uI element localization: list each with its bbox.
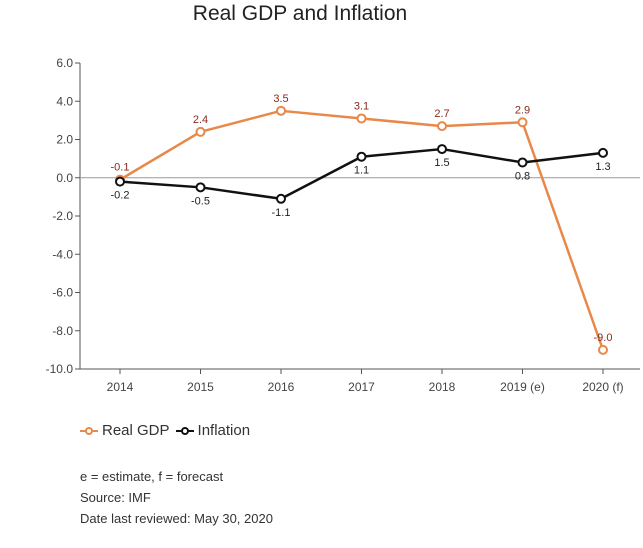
data-label-inflation: 0.8 [515,170,530,182]
data-point-inflation[interactable] [598,147,608,158]
series-line-real-gdp [119,109,605,351]
note-reviewed: Date last reviewed: May 30, 2020 [80,511,273,526]
y-tick-label: -4.0 [52,247,73,261]
data-label-real-gdp: -0.1 [111,162,130,174]
y-tick-label: -10.0 [46,362,74,376]
y-tick-label: 4.0 [56,94,73,108]
data-point-inflation[interactable] [356,151,367,162]
y-tick-label: 6.0 [56,56,73,70]
data-label-inflation: 1.1 [354,165,369,177]
y-tick-label: 0.0 [56,171,73,185]
chart-plot: 6.0 4.0 2.0 0.0 -2.0 -4.0 -6.0 -8.0 -10.0 2014 201… [46,56,640,394]
legend-item-real-gdp[interactable]: Real GDP [80,422,170,439]
data-label-real-gdp: 2.7 [434,108,449,120]
data-label-inflation: -0.2 [111,190,130,202]
data-point-real-gdp[interactable] [517,117,528,128]
data-point-real-gdp[interactable] [195,126,206,137]
legend-item-inflation[interactable]: Inflation [175,422,251,439]
x-tick-label: 2014 [107,380,134,394]
legend-swatch-inflation [175,426,194,435]
data-point-real-gdp[interactable] [437,121,447,132]
x-tick-label: 2018 [429,380,456,394]
x-tick-label: 2020 (f) [582,380,623,394]
data-label-inflation: -1.1 [272,207,291,219]
data-point-real-gdp[interactable] [356,113,367,124]
note-source: Source: IMF [80,490,151,505]
y-tick-label: -2.0 [52,209,73,223]
data-label-real-gdp: 3.1 [354,100,369,112]
x-tick-label: 2019 (e) [500,380,545,394]
data-point-inflation[interactable] [115,176,125,187]
y-tick-label: -8.0 [52,324,73,338]
x-tick-label: 2015 [187,380,214,394]
legend-label-real-gdp: Real GDP [102,422,170,439]
data-point-real-gdp[interactable] [598,344,608,355]
data-point-inflation[interactable] [276,193,286,204]
data-label-inflation: 1.5 [434,157,449,169]
data-label-real-gdp: 2.9 [515,104,530,116]
legend-swatch-real-gdp [80,426,98,435]
chart-notes: e = estimate, f = forecast Source: IMF D… [80,466,273,529]
data-label-inflation: -0.5 [191,195,210,207]
y-tick-label: 2.0 [56,133,73,147]
data-label-real-gdp: -9.0 [594,332,613,344]
data-label-inflation: 1.3 [595,161,610,173]
data-point-inflation[interactable] [195,182,206,193]
note-estimate: e = estimate, f = forecast [80,469,224,484]
data-label-real-gdp: 3.5 [273,93,288,105]
data-point-inflation[interactable] [517,157,528,168]
data-point-inflation[interactable] [437,144,447,155]
x-tick-label: 2016 [268,380,295,394]
legend: Real GDP Inflation [80,422,256,439]
y-tick-label: -6.0 [52,286,73,300]
x-tick-label: 2017 [348,380,375,394]
chart-title: Real GDP and Inflation [192,2,408,25]
data-label-real-gdp: 2.4 [193,114,208,126]
legend-label-inflation: Inflation [197,422,251,439]
data-point-real-gdp[interactable] [276,105,286,116]
